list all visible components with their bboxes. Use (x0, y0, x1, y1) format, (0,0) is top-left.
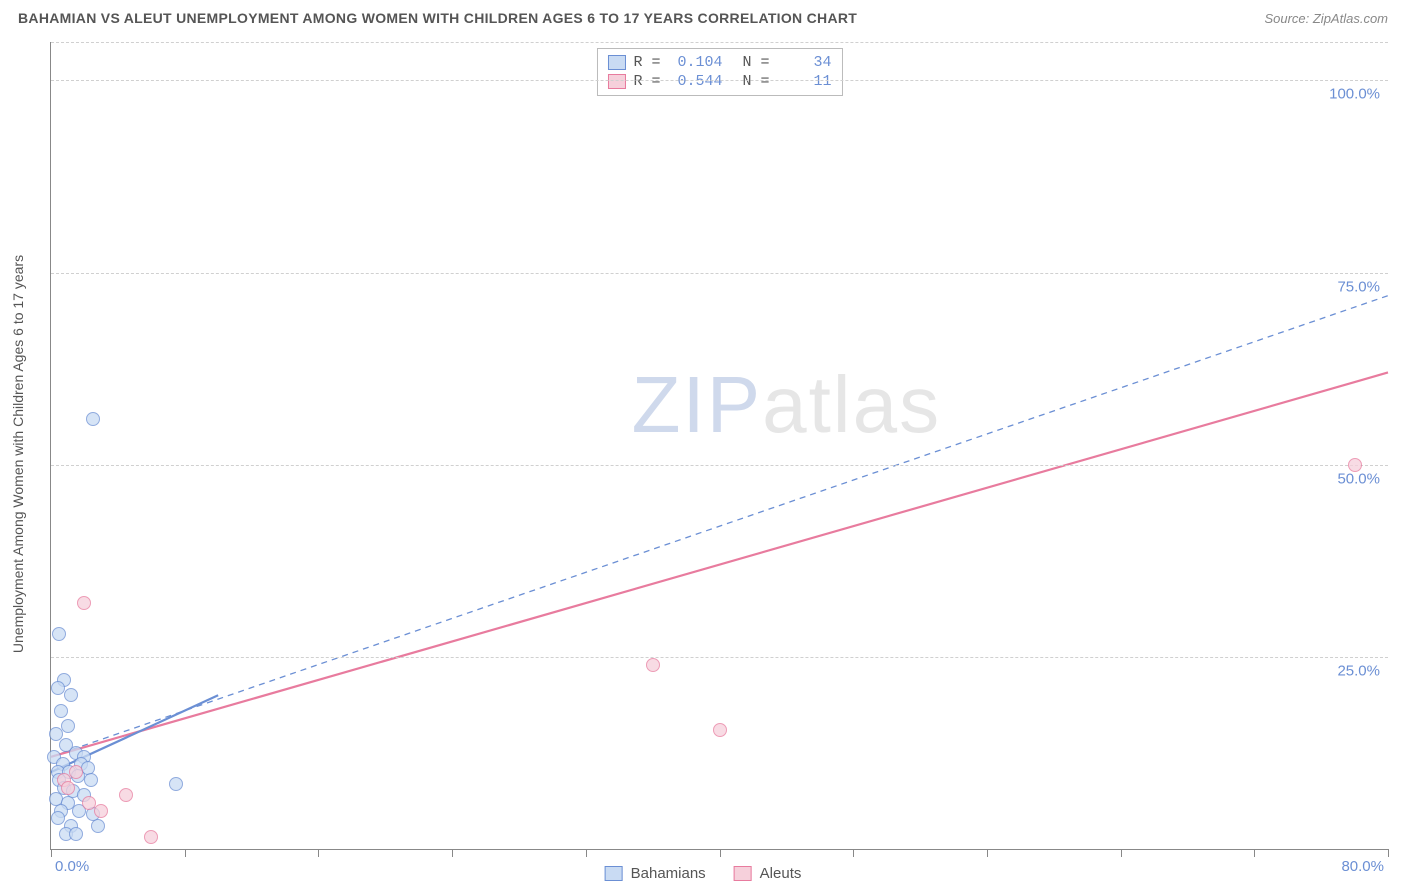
x-tick (185, 849, 186, 857)
y-axis-title: Unemployment Among Women with Children A… (10, 255, 26, 653)
y-tick-label: 75.0% (1337, 278, 1380, 295)
x-tick (720, 849, 721, 857)
gridline-horizontal (51, 80, 1388, 81)
series-legend-label: Bahamians (631, 865, 706, 882)
legend-swatch (605, 866, 623, 881)
point-bahamians (52, 627, 66, 641)
n-value: 11 (778, 73, 832, 90)
y-tick-label: 50.0% (1337, 470, 1380, 487)
x-tick (853, 849, 854, 857)
point-bahamians (61, 719, 75, 733)
ideal-line-bahamians (51, 296, 1388, 757)
x-tick (586, 849, 587, 857)
point-aleuts (69, 765, 83, 779)
x-tick (987, 849, 988, 857)
gridline-horizontal (51, 273, 1388, 274)
point-bahamians (64, 688, 78, 702)
x-tick (1121, 849, 1122, 857)
x-axis-max-label: 80.0% (1341, 858, 1384, 875)
x-tick (1254, 849, 1255, 857)
chart-title: BAHAMIAN VS ALEUT UNEMPLOYMENT AMONG WOM… (18, 10, 857, 26)
r-value: 0.544 (669, 73, 723, 90)
source-attribution: Source: ZipAtlas.com (1264, 11, 1388, 26)
correlation-legend: R = 0.104 N = 34 R = 0.544 N = 11 (596, 48, 842, 96)
x-tick (51, 849, 52, 857)
point-bahamians (54, 704, 68, 718)
y-tick-label: 25.0% (1337, 662, 1380, 679)
series-legend: Bahamians Aleuts (605, 865, 802, 882)
scatter-chart: ZIPatlas 0.0% 80.0% R =0.104N =34R =0.54… (50, 42, 1388, 850)
point-aleuts (1348, 458, 1362, 472)
point-bahamians (91, 819, 105, 833)
n-value: 34 (778, 54, 832, 71)
x-axis-min-label: 0.0% (55, 858, 89, 875)
trend-line-aleuts (51, 372, 1388, 756)
legend-swatch (734, 866, 752, 881)
x-tick (1388, 849, 1389, 857)
n-label: N = (743, 54, 770, 71)
point-bahamians (69, 827, 83, 841)
r-value: 0.104 (669, 54, 723, 71)
point-aleuts (77, 596, 91, 610)
point-bahamians (51, 681, 65, 695)
legend-swatch (607, 55, 625, 70)
gridline-horizontal (51, 465, 1388, 466)
series-legend-item: Bahamians (605, 865, 706, 882)
y-tick-label: 100.0% (1329, 86, 1380, 103)
point-bahamians (169, 777, 183, 791)
series-legend-item: Aleuts (734, 865, 802, 882)
point-aleuts (119, 788, 133, 802)
point-bahamians (86, 412, 100, 426)
legend-swatch (607, 74, 625, 89)
n-label: N = (743, 73, 770, 90)
point-bahamians (51, 811, 65, 825)
point-bahamians (84, 773, 98, 787)
series-legend-label: Aleuts (760, 865, 802, 882)
point-aleuts (144, 830, 158, 844)
x-tick (318, 849, 319, 857)
r-label: R = (633, 54, 660, 71)
correlation-legend-row: R = 0.544 N = 11 (607, 72, 831, 91)
correlation-legend-row: R = 0.104 N = 34 (607, 53, 831, 72)
gridline-horizontal (51, 657, 1388, 658)
point-aleuts (94, 804, 108, 818)
r-label: R = (633, 73, 660, 90)
point-aleuts (646, 658, 660, 672)
x-tick (452, 849, 453, 857)
point-aleuts (713, 723, 727, 737)
point-aleuts (61, 781, 75, 795)
gridline-horizontal (51, 42, 1388, 43)
header: BAHAMIAN VS ALEUT UNEMPLOYMENT AMONG WOM… (0, 0, 1406, 34)
